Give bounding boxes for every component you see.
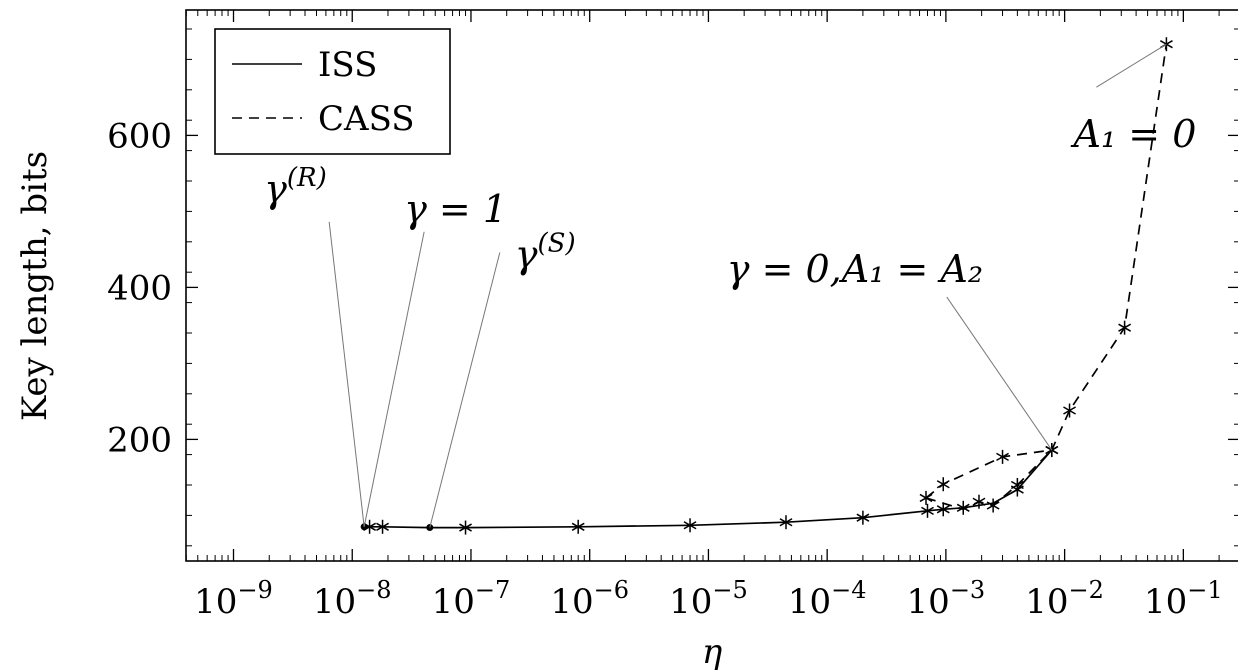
x-tick-label: 10−7	[432, 576, 511, 622]
data-point-marker	[856, 510, 870, 525]
annotation-a1-zero: A₁ = 0	[1071, 112, 1197, 156]
data-point-marker	[779, 515, 793, 530]
legend-label-iss: ISS	[318, 45, 377, 85]
annotation-gamma-r: γ(R)	[264, 163, 327, 211]
marker-stroke	[779, 518, 793, 527]
plot-markers	[360, 37, 1173, 535]
marker-stroke	[936, 505, 950, 514]
data-point-marker	[459, 520, 472, 535]
marker-stroke	[1010, 480, 1024, 490]
marker-stroke	[1063, 406, 1076, 415]
annotation-pointer	[946, 296, 1053, 451]
x-tick-label: 10−1	[1144, 576, 1223, 622]
y-tick-label: 600	[107, 116, 172, 156]
legend-label-cass: CASS	[318, 99, 415, 139]
marker-stroke	[376, 522, 389, 531]
marker-stroke	[921, 506, 934, 515]
data-point-marker	[986, 498, 1000, 513]
annotation-pointer	[429, 252, 501, 528]
annotation-pointer	[363, 231, 425, 527]
marker-stroke	[1118, 323, 1132, 332]
data-point-marker	[1118, 320, 1132, 335]
series-line-iss	[364, 449, 1053, 529]
marker-stroke	[972, 497, 986, 506]
marker-stroke	[571, 522, 585, 531]
marker-stroke	[936, 480, 950, 489]
plot-frame	[185, 9, 1238, 562]
data-point-marker	[956, 500, 970, 515]
data-point-marker	[571, 519, 585, 534]
data-point-marker	[919, 490, 933, 505]
y-axis-label: Key length, bits	[15, 151, 55, 421]
y-tick-label: 400	[107, 268, 172, 308]
x-tick-label: 10−8	[313, 576, 392, 622]
series-line-cass-branch-2	[925, 449, 1053, 511]
marker-stroke	[459, 523, 472, 532]
x-tick-label: 10−4	[788, 576, 867, 622]
marker-stroke	[919, 493, 933, 503]
x-axis-label: η	[702, 632, 723, 670]
data-point-marker	[1063, 403, 1076, 418]
marker-stroke	[683, 521, 697, 530]
marker-stroke	[986, 501, 1000, 510]
marker-stroke	[996, 452, 1009, 462]
legend: ISS CASS	[214, 28, 451, 155]
x-tick-label: 10−2	[1025, 576, 1104, 622]
x-tick-label: 10−9	[194, 576, 273, 622]
x-tick-label: 10−6	[550, 576, 629, 622]
annotation-pointer	[328, 221, 365, 527]
annotation-gamma-s: γ(S)	[515, 229, 576, 277]
annotations: γ(R) γ = 1γ(S) γ = 0,A₁ = A₂ A₁ = 0	[264, 43, 1197, 528]
x-tick-label: 10−3	[907, 576, 986, 622]
annotation-pointer	[1096, 43, 1167, 88]
data-point-marker	[936, 477, 950, 492]
data-point-marker	[936, 502, 950, 517]
annotation-gamma0-a1a2: γ = 0,A₁ = A₂	[727, 247, 983, 291]
marker-stroke	[856, 513, 870, 522]
data-point-marker	[1010, 478, 1024, 492]
data-point-marker	[376, 519, 389, 534]
legend-box	[214, 28, 451, 155]
data-point-marker	[921, 503, 934, 518]
data-point-marker	[972, 494, 986, 509]
data-point-marker	[683, 518, 697, 533]
data-point-marker	[996, 449, 1009, 464]
axis-ticks: 10−9 10−8 10−7 10−6 10−5 10−4 10−3 10−2 10−1 200 4…	[107, 10, 1238, 622]
y-tick-label: 200	[107, 420, 172, 460]
annotation-gamma-1: γ = 1	[404, 187, 507, 231]
marker-stroke	[956, 503, 970, 512]
x-tick-label: 10−5	[669, 576, 748, 622]
